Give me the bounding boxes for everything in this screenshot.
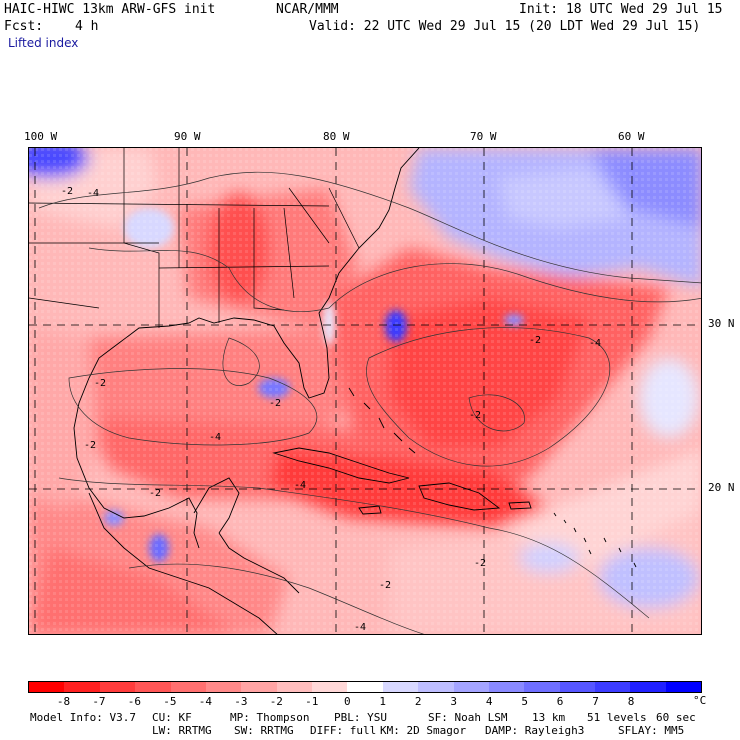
colorbar-tick-label: 1 [379,695,387,708]
contour-label: -2 [94,378,106,389]
model-info-levels: 51 levels [587,711,647,724]
colorbar-swatch [135,682,171,692]
colorbar-swatch [170,682,206,692]
valid-time: Valid: 22 UTC Wed 29 Jul 15 (20 LDT Wed … [309,19,701,34]
lon-label-90w: 90 W [174,130,201,143]
colorbar-swatch [382,682,419,692]
colorbar-swatch [205,682,242,692]
colorbar-swatch [276,682,312,692]
model-info-damp: DAMP: Rayleigh3 [485,724,585,737]
colorbar-swatch [29,682,65,692]
colorbar-tick-label: -6 [127,695,142,708]
colorbar-tick-label: -1 [305,695,319,708]
contour-lines [38,171,701,634]
contour-label: -4 [354,622,366,633]
colorbar-tick-label: -2 [269,695,283,708]
colorbar-swatch [418,682,454,692]
model-info-mp: MP: Thompson [230,711,310,724]
colorbar-swatch [347,682,383,692]
lat-label-20n: 20 N [708,481,735,494]
lat-label-30n: 30 N [708,317,735,330]
colorbar-swatch [559,682,595,692]
colorbar-swatch [99,682,136,692]
coastlines [73,148,637,634]
contour-label: -2 [149,488,161,499]
model-info-timestep: 60 sec [656,711,696,724]
lifted-index-map: -2 -4 -2 -4 -2 -2 -2 -4 -2 -2 -4 -2 -2 -… [28,147,702,635]
forecast-value: 4 h [75,19,99,34]
colorbar-tick-label: -3 [234,695,248,708]
lon-label-100w: 100 W [24,130,58,143]
contour-label: -4 [209,432,221,443]
colorbar-tick-label: -8 [56,695,71,708]
colorbar-swatch [453,682,489,692]
colorbar-unit: °C [693,694,707,707]
graticule [29,148,701,634]
colorbar-tick-label: 8 [627,695,635,708]
field-name: Lifted index [8,36,79,50]
colorbar-swatch [595,682,631,692]
colorbar-tick-label: 2 [414,695,422,708]
colorbar-tick-label: 7 [592,695,599,708]
init-time: Init: 18 UTC Wed 29 Jul 15 [519,2,723,17]
colorbar-tick-label: 6 [556,695,564,708]
colorbar-tick-label: 4 [485,695,493,708]
colorbar-tick-label: -7 [92,695,106,708]
colorbar [28,681,702,693]
model-info-res: 13 km [532,711,566,724]
model-info-sf: SF: Noah LSM [428,711,508,724]
forecast-label: Fcst: [4,19,44,34]
model-title: HAIC-HIWC 13km ARW-GFS init [4,2,216,17]
model-info-version: Model Info: V3.7 [30,711,136,724]
lon-label-70w: 70 W [470,130,497,143]
model-info-lw: LW: RRTMG [152,724,212,737]
colorbar-tick-label: 0 [343,695,351,708]
colorbar-swatch [524,682,560,692]
contour-label: -2 [84,440,96,451]
model-info-cu: CU: KF [152,711,192,724]
state-borders [29,148,360,328]
model-info-sw: SW: RRTMG [234,724,294,737]
contour-label: -4 [294,480,306,491]
model-info-pbl: PBL: YSU [334,711,387,724]
colorbar-swatch [665,682,702,692]
model-info-km: KM: 2D Smagor [380,724,467,737]
contour-label: -2 [61,186,73,197]
contour-label: -2 [379,580,391,591]
model-info-sflay: SFLAY: MM5 [618,724,685,737]
colorbar-swatch [312,682,348,692]
contour-label: -2 [269,398,281,409]
colorbar-swatch [241,682,277,692]
model-info-diff: DIFF: full [310,724,377,737]
contour-label: -2 [474,558,486,569]
colorbar-swatch [64,682,100,692]
lon-label-80w: 80 W [323,130,350,143]
colorbar-tick-label: -5 [163,695,177,708]
contour-label-group: -2 -4 -2 -4 -2 -2 -2 -4 -2 -2 -4 -2 -2 -… [61,186,601,633]
colorbar-tick-label: 3 [450,695,457,708]
contour-label: -2 [529,335,541,346]
contour-label: -4 [87,188,99,199]
org-label: NCAR/MMM [276,2,339,17]
colorbar-swatch [488,682,525,692]
colorbar-swatch [630,682,666,692]
contour-label: -2 [469,410,481,421]
colorbar-tick-label: 5 [521,695,528,708]
lon-label-60w: 60 W [618,130,645,143]
colorbar-tick-label: -4 [198,695,212,708]
map-canvas: -2 -4 -2 -4 -2 -2 -2 -4 -2 -2 -4 -2 -2 -… [29,148,701,634]
contour-label: -4 [589,338,601,349]
